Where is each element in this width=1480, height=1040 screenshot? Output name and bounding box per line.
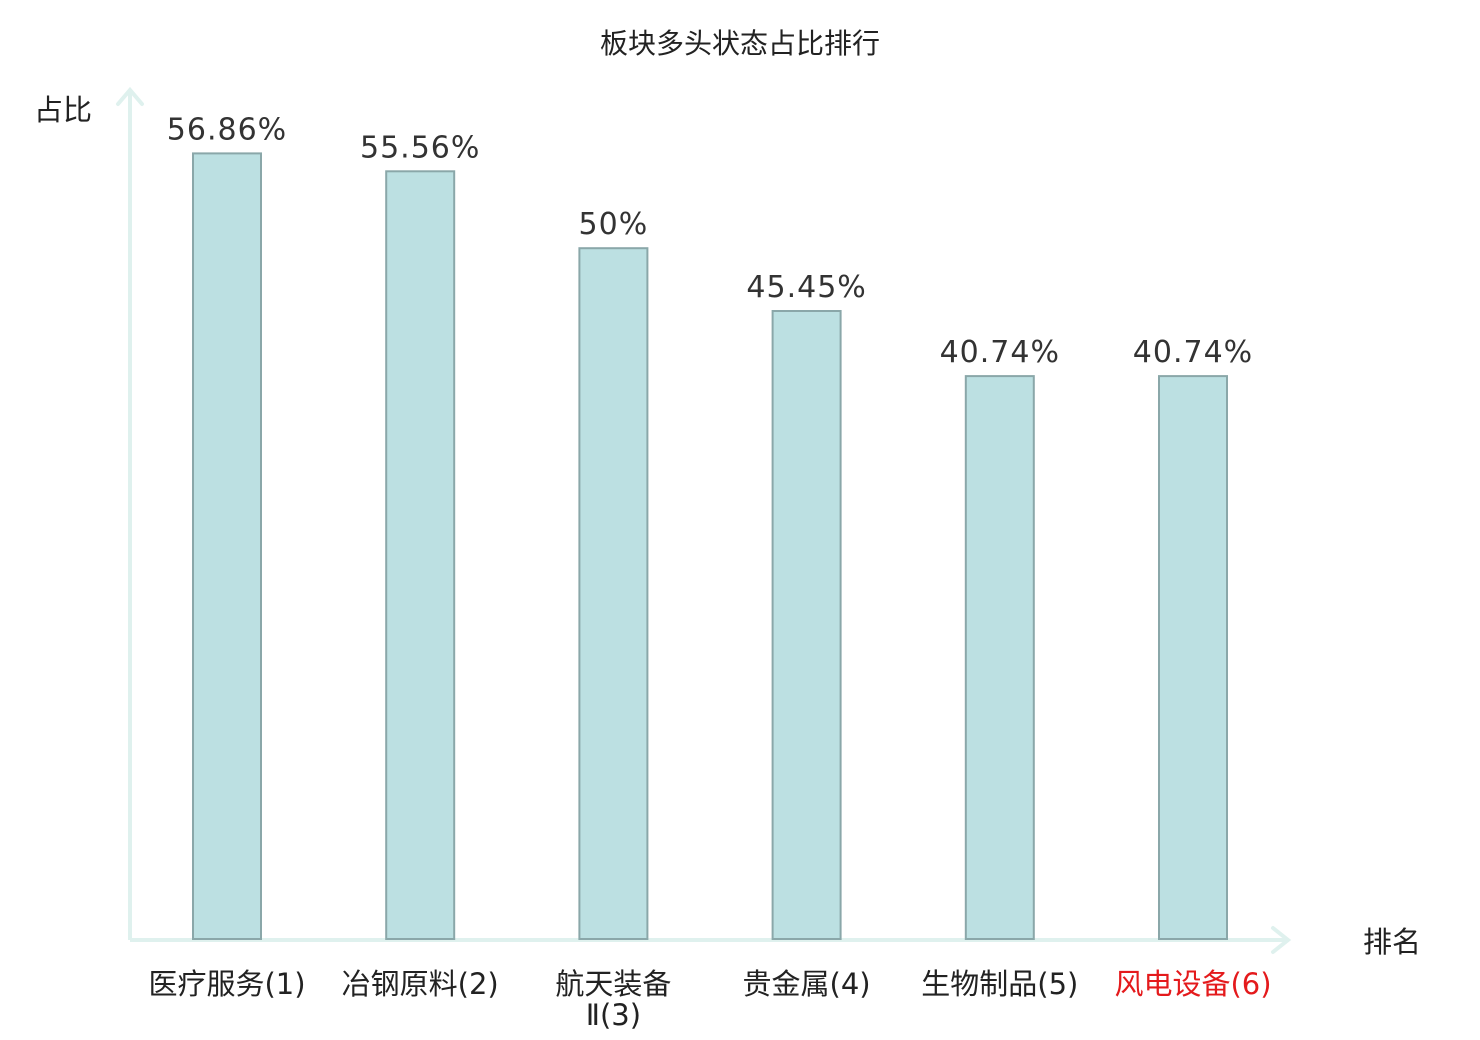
value-label-6: 40.74% xyxy=(1133,335,1253,370)
value-label-3: 50% xyxy=(579,207,649,242)
bar-5 xyxy=(964,375,1035,941)
category-label-4: 贵金属(4) xyxy=(743,967,871,1001)
chart-title: 板块多头状态占比排行 xyxy=(600,27,880,60)
y-axis-arrow-icon xyxy=(116,86,144,106)
category-label-3-line-1: 航天装备 xyxy=(555,967,671,1001)
y-axis-label: 占比 xyxy=(34,93,92,127)
category-label-3-line-2: Ⅱ(3) xyxy=(586,998,641,1032)
bar-6 xyxy=(1158,375,1228,941)
value-label-5: 40.74% xyxy=(940,335,1060,370)
value-label-1: 56.86% xyxy=(167,112,287,147)
value-labels-layer: 56.86% 55.56% 50% 45.45% 40.74% 40.74% xyxy=(167,112,1253,370)
x-axis-label: 排名 xyxy=(1363,925,1421,959)
bar-1 xyxy=(192,152,262,940)
category-label-1: 医疗服务(1) xyxy=(148,967,305,1001)
bars-layer xyxy=(192,152,1228,941)
value-label-4: 45.45% xyxy=(746,270,866,305)
value-label-2: 55.56% xyxy=(360,130,480,165)
category-label-2: 冶钢原料(2) xyxy=(342,967,499,1001)
category-label-6: 风电设备(6) xyxy=(1114,967,1271,1001)
bar-3 xyxy=(578,247,649,940)
bar-4 xyxy=(771,310,842,940)
category-label-5: 生物制品(5) xyxy=(921,967,1078,1001)
x-axis-arrow-icon xyxy=(1271,926,1292,954)
bar-2 xyxy=(385,170,456,941)
